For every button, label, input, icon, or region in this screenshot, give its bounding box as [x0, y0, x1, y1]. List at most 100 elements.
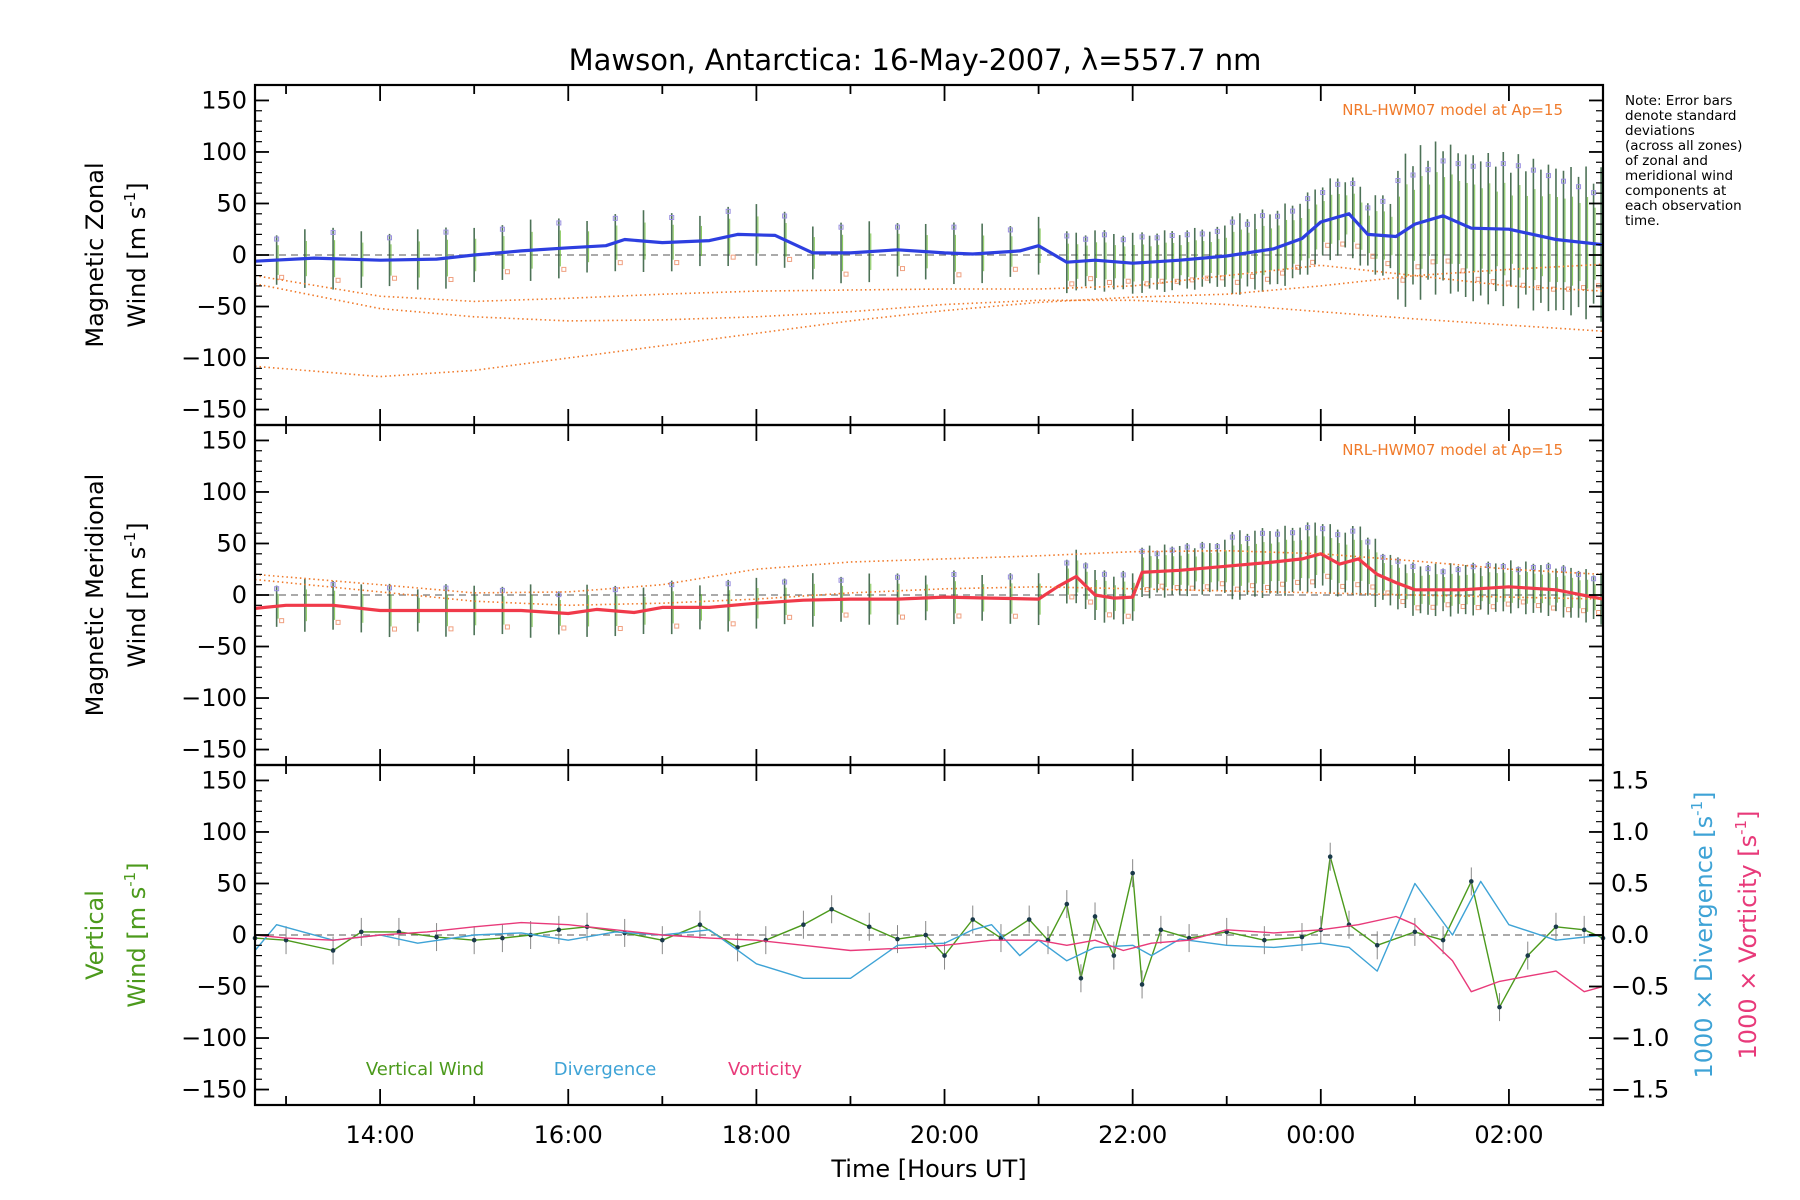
y2-tick-label: −1.5 [1611, 1076, 1669, 1104]
vertical-wind-point [1111, 953, 1117, 958]
vertical-wind-point [801, 922, 806, 927]
meridional-zone-marker [669, 582, 675, 588]
meridional-zone-marker [1576, 571, 1582, 577]
meridional-ytick-label: 100 [201, 478, 247, 506]
meridional-zone-marker [1445, 602, 1451, 608]
legend-1: Divergence [554, 1059, 657, 1080]
note-line: time. [1625, 213, 1660, 229]
vertical-wind-point [1327, 854, 1333, 859]
zonal-zone-marker [894, 224, 900, 230]
vertical-wind-point [1262, 937, 1267, 943]
meridional-zone-marker [274, 586, 280, 592]
meridional-zone-marker [1214, 544, 1220, 550]
vertical-wind-point [358, 929, 364, 935]
vertical-ylabel-close: ] [123, 862, 151, 871]
zonal-zone-marker [1415, 264, 1421, 270]
zonal-ylabel: Magnetic Zonal Wind [m s-1] [81, 162, 151, 347]
meridional-zone-marker [1545, 564, 1551, 570]
vertical-ytick-label: 50 [216, 869, 247, 897]
zonal-ytick-label: 0 [232, 241, 247, 269]
meridional-ytick-label: −100 [181, 684, 247, 712]
legend-0: Vertical Wind [366, 1059, 484, 1080]
zonal-zone-marker [1083, 236, 1089, 242]
zonal-zone-marker [1560, 178, 1566, 184]
meridional-zone-marker [1234, 586, 1240, 592]
zonal-zone-marker [1125, 278, 1131, 284]
zonal-zone-marker [956, 272, 962, 278]
vertical-wind-point [1440, 937, 1446, 943]
zonal-zone-marker [1355, 243, 1361, 249]
zonal-zone-marker [1385, 261, 1391, 267]
meridional-zone-marker [1184, 544, 1190, 550]
meridional-zone-marker [448, 626, 454, 632]
meridional-ytick-label: −150 [181, 736, 247, 764]
zonal-zone-marker [1244, 221, 1250, 227]
zonal-zone-marker [1530, 167, 1536, 173]
zonal-zone-marker [1234, 279, 1240, 285]
meridional-zone-marker [1460, 604, 1466, 610]
y2-tick-label: 1.0 [1611, 818, 1649, 846]
meridional-zone-marker [1565, 607, 1571, 613]
zonal-zone-marker [330, 229, 336, 235]
meridional-zone-marker [1520, 599, 1526, 605]
meridional-wind-panel: 150 100 50 0 −50 −100 −150 NRL-HWM07 model at A… [81, 423, 1605, 767]
zonal-ytick-label: 150 [201, 86, 247, 114]
meridional-zone-marker [1259, 530, 1265, 536]
zonal-zone-marker [730, 254, 736, 260]
meridional-zone-marker [1560, 566, 1566, 572]
zonal-zone-marker [838, 224, 844, 230]
vertical-wind-point [1469, 879, 1474, 884]
divergence-axis-close: ] [1690, 791, 1718, 800]
vertical-wind-point [500, 935, 505, 941]
zonal-zone-marker [1430, 259, 1436, 265]
zonal-series-1 [254, 263, 1604, 378]
zonal-zone-marker [1012, 266, 1018, 272]
zonal-zone-marker [1064, 233, 1070, 239]
vertical-wind-point [829, 906, 834, 912]
meridional-series-0 [254, 552, 1604, 616]
zonal-wind-panel: 150 100 50 0 −50 −100 −150 NRL-HWM07 model at A… [81, 83, 1605, 427]
meridional-zone-marker [1591, 576, 1597, 582]
zonal-zone-marker [674, 260, 680, 266]
meridional-zone-marker [1530, 564, 1536, 570]
legend-2: Vorticity [728, 1059, 802, 1080]
meridional-zone-marker [674, 623, 680, 629]
meridional-zone-marker [1335, 532, 1341, 538]
zonal-zone-marker [1154, 235, 1160, 241]
meridional-zone-marker [1430, 604, 1436, 610]
meridional-series-2 [254, 578, 1604, 607]
meridional-ylabel: Magnetic Meridional Wind [m s-1] [81, 474, 151, 717]
meridional-ytick-label: 0 [232, 581, 247, 609]
meridional-zone-marker [1159, 583, 1165, 589]
zonal-zone-marker [1445, 258, 1451, 264]
vertical-wind-point [1412, 929, 1418, 935]
meridional-ylabel-close: ] [123, 522, 151, 531]
meridional-zone-marker [330, 582, 336, 588]
meridional-zone-marker [1290, 530, 1296, 536]
meridional-zone-marker [838, 577, 844, 583]
vorticity-axis-exp: -1 [1732, 820, 1750, 835]
divergence-axis-label: 1000 × Divergence [s-1] [1688, 791, 1718, 1078]
zonal-ylabel-close: ] [123, 182, 151, 191]
zonal-ytick-label: −50 [196, 293, 247, 321]
meridional-zone-marker [894, 574, 900, 580]
zonal-zone-marker [274, 236, 280, 242]
meridional-zone-marker [956, 613, 962, 619]
meridional-zone-marker [1596, 609, 1602, 615]
zonal-zone-marker [1380, 198, 1386, 204]
zonal-zone-marker [899, 266, 905, 272]
vertical-ylabel: Vertical Wind [m s-1] [81, 862, 151, 1007]
meridional-zone-marker [1280, 581, 1286, 587]
divergence-axis-main: 1000 × Divergence [s [1690, 816, 1718, 1079]
y2-tick-label: 1.5 [1611, 766, 1649, 794]
meridional-zone-marker [1320, 526, 1326, 532]
note-line: Note: Error bars [1625, 93, 1732, 109]
zonal-zone-marker [787, 256, 793, 262]
zonal-zone-marker [1259, 213, 1265, 219]
meridional-zone-marker [1229, 534, 1235, 540]
vertical-wind-point [1130, 870, 1135, 876]
zonal-zone-marker [1505, 280, 1511, 286]
meridional-zone-marker [1101, 571, 1107, 577]
